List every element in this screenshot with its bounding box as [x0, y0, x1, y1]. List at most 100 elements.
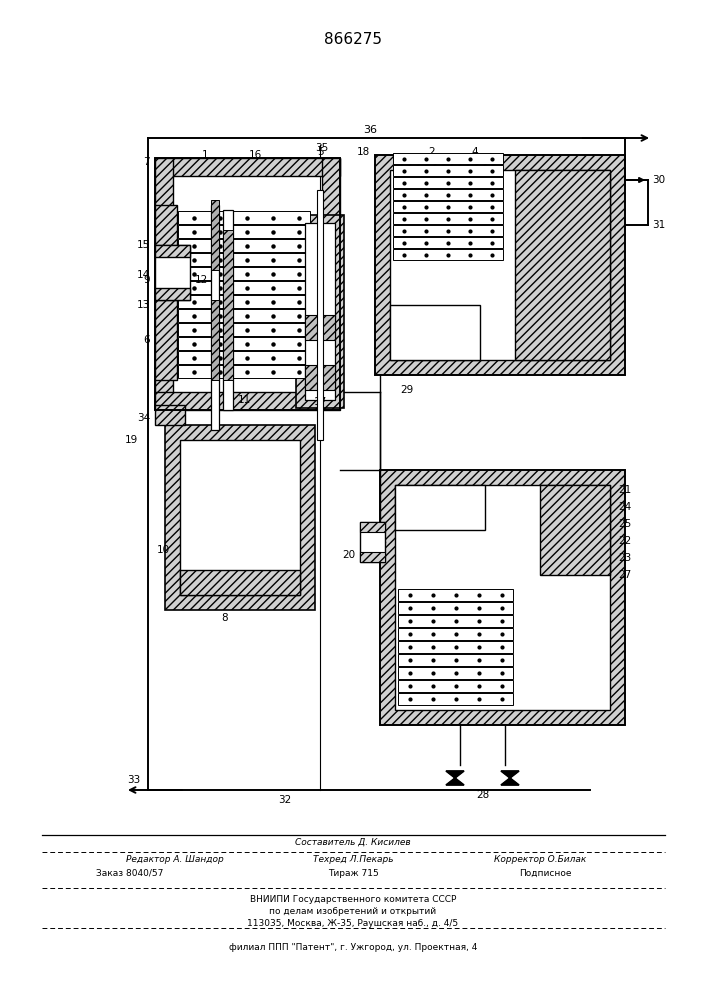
Polygon shape: [501, 778, 519, 785]
Bar: [393, 189, 503, 200]
Text: филиал ППП "Патент", г. Ужгород, ул. Проектная, 4: филиал ППП "Патент", г. Ужгород, ул. Про…: [229, 942, 477, 952]
Bar: [155, 158, 340, 410]
Bar: [178, 281, 310, 294]
Text: 25: 25: [618, 519, 631, 529]
Polygon shape: [446, 771, 464, 778]
Bar: [380, 470, 625, 725]
Bar: [296, 215, 344, 408]
Bar: [178, 225, 310, 238]
Bar: [393, 177, 503, 188]
Text: 2: 2: [428, 147, 436, 157]
Bar: [393, 249, 503, 260]
Bar: [398, 641, 513, 653]
Bar: [305, 223, 335, 400]
Text: 1: 1: [201, 150, 209, 160]
Text: Тираж 715: Тираж 715: [327, 868, 378, 878]
Bar: [165, 425, 315, 610]
Bar: [211, 200, 219, 270]
Text: 16: 16: [248, 150, 262, 160]
Bar: [398, 602, 513, 614]
Text: 17: 17: [313, 397, 327, 407]
Bar: [155, 245, 190, 300]
Text: 12: 12: [194, 275, 208, 285]
Bar: [395, 485, 610, 710]
Text: 28: 28: [477, 790, 490, 800]
Text: 19: 19: [124, 435, 138, 445]
Bar: [211, 300, 219, 380]
Text: Техред Л.Пекарь: Техред Л.Пекарь: [312, 854, 393, 863]
Text: 4: 4: [472, 147, 479, 157]
Bar: [398, 615, 513, 627]
Bar: [178, 253, 310, 266]
Bar: [393, 165, 503, 176]
Text: 7: 7: [144, 157, 150, 167]
Text: 866275: 866275: [324, 32, 382, 47]
Bar: [398, 654, 513, 666]
Bar: [398, 693, 513, 705]
Text: ВНИИПИ Государственного комитета СССР: ВНИИПИ Государственного комитета СССР: [250, 896, 456, 904]
Bar: [393, 213, 503, 224]
Polygon shape: [501, 771, 519, 778]
Text: 8: 8: [222, 613, 228, 623]
Bar: [178, 239, 310, 252]
Bar: [322, 158, 340, 310]
Bar: [360, 552, 385, 562]
Bar: [155, 245, 190, 257]
Bar: [155, 158, 340, 176]
Bar: [393, 201, 503, 212]
Bar: [155, 158, 173, 410]
Bar: [180, 440, 300, 595]
Bar: [178, 365, 310, 378]
Text: Корректор О.Билак: Корректор О.Билак: [494, 854, 586, 863]
Bar: [178, 309, 310, 322]
Bar: [398, 589, 513, 601]
Bar: [393, 225, 503, 236]
Polygon shape: [446, 778, 464, 785]
Bar: [390, 305, 480, 360]
Text: 11: 11: [238, 395, 251, 405]
Text: 32: 32: [279, 795, 291, 805]
Bar: [178, 351, 310, 364]
Text: 26: 26: [433, 490, 447, 500]
Bar: [317, 190, 323, 440]
Bar: [398, 680, 513, 692]
Text: Составитель Д. Кисилев: Составитель Д. Кисилев: [296, 838, 411, 846]
Text: 27: 27: [618, 570, 631, 580]
Text: 31: 31: [652, 220, 665, 230]
Text: 3: 3: [592, 265, 598, 275]
Text: Заказ 8040/57: Заказ 8040/57: [96, 868, 164, 878]
Text: 29: 29: [400, 385, 414, 395]
Text: 24: 24: [618, 502, 631, 512]
Text: 15: 15: [136, 240, 150, 250]
Text: 36: 36: [363, 125, 377, 135]
Bar: [155, 392, 340, 410]
Text: 10: 10: [157, 545, 170, 555]
Bar: [155, 288, 190, 300]
Bar: [211, 205, 219, 430]
Bar: [223, 230, 233, 380]
Text: 5: 5: [317, 147, 323, 157]
Bar: [305, 365, 335, 390]
Text: по делам изобретений и открытий: по делам изобретений и открытий: [269, 908, 436, 916]
Bar: [360, 522, 385, 562]
Bar: [515, 170, 610, 360]
Bar: [178, 211, 310, 224]
Text: 33: 33: [127, 775, 140, 785]
Bar: [395, 485, 485, 530]
Text: 20: 20: [342, 550, 355, 560]
Bar: [398, 628, 513, 640]
Text: 14: 14: [136, 270, 150, 280]
Text: 13: 13: [136, 300, 150, 310]
Bar: [178, 295, 310, 308]
Bar: [375, 155, 625, 375]
Bar: [178, 337, 310, 350]
Bar: [540, 485, 610, 575]
Text: 6: 6: [144, 335, 150, 345]
Bar: [393, 237, 503, 248]
Text: 22: 22: [618, 536, 631, 546]
Text: Подписное: Подписное: [519, 868, 571, 878]
Text: 35: 35: [315, 143, 329, 153]
Text: 21: 21: [618, 485, 631, 495]
Bar: [155, 205, 177, 380]
Bar: [390, 170, 610, 360]
